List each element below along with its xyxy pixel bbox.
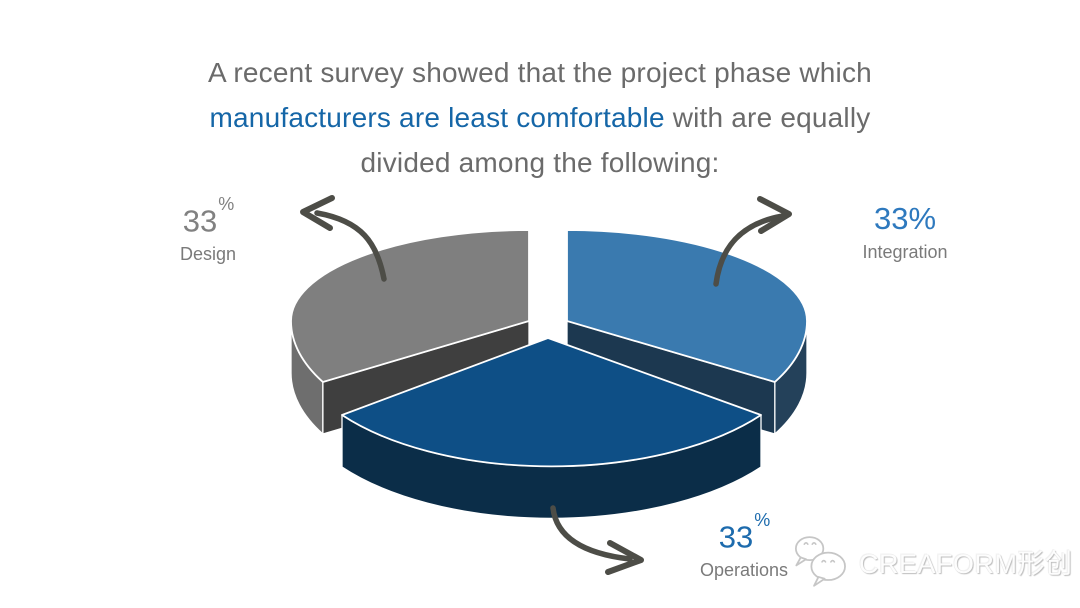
label-operations-value: 33% [674, 510, 814, 555]
pie-slice-operations [341, 337, 762, 519]
title-highlight: manufacturers are least comfortable [209, 102, 665, 133]
design-percent-number: 33 [182, 203, 218, 239]
title-line-2: manufacturers are least comfortable with… [0, 95, 1080, 140]
watermark: CREAFORM形创 [791, 530, 1073, 592]
arrow-design [314, 210, 387, 282]
title-text-2: with are equally [664, 102, 871, 133]
label-design: 33% Design [138, 194, 278, 265]
title-text-3: divided among the following: [360, 147, 720, 178]
pie-slice-design-top-face [290, 229, 530, 383]
arrow-integration-head [757, 196, 792, 234]
pie-slice-operations-top-face [341, 337, 762, 468]
label-operations-name: Operations [699, 560, 789, 581]
arrow-operations-head [605, 540, 644, 575]
arrow-integration [713, 213, 786, 287]
label-design-value: 33% [138, 194, 278, 239]
integration-percent-sign: % [908, 201, 937, 236]
title-text-1: A recent survey showed that the project … [208, 57, 872, 88]
design-percent-sign: % [218, 194, 235, 214]
watermark-text: CREAFORM形创 [859, 548, 1073, 579]
callout-arrows [300, 195, 792, 575]
title-line-1: A recent survey showed that the project … [0, 50, 1080, 95]
title-line-3: divided among the following: [0, 140, 1080, 185]
label-integration: 33% Integration [835, 202, 975, 263]
integration-percent-number: 33 [873, 201, 909, 236]
arrow-operations [550, 505, 633, 562]
operations-percent-number: 33 [718, 519, 754, 555]
wechat-icon [794, 536, 846, 587]
label-integration-value: 33% [835, 202, 975, 236]
label-design-name: Design [179, 244, 237, 265]
arrow-design-head [300, 195, 335, 231]
operations-percent-sign: % [754, 510, 771, 530]
label-integration-name: Integration [862, 242, 948, 262]
label-operations: 33% Operations [674, 510, 814, 581]
pie-slice-integration-top-face [566, 229, 808, 383]
chart-title: A recent survey showed that the project … [0, 50, 1080, 185]
